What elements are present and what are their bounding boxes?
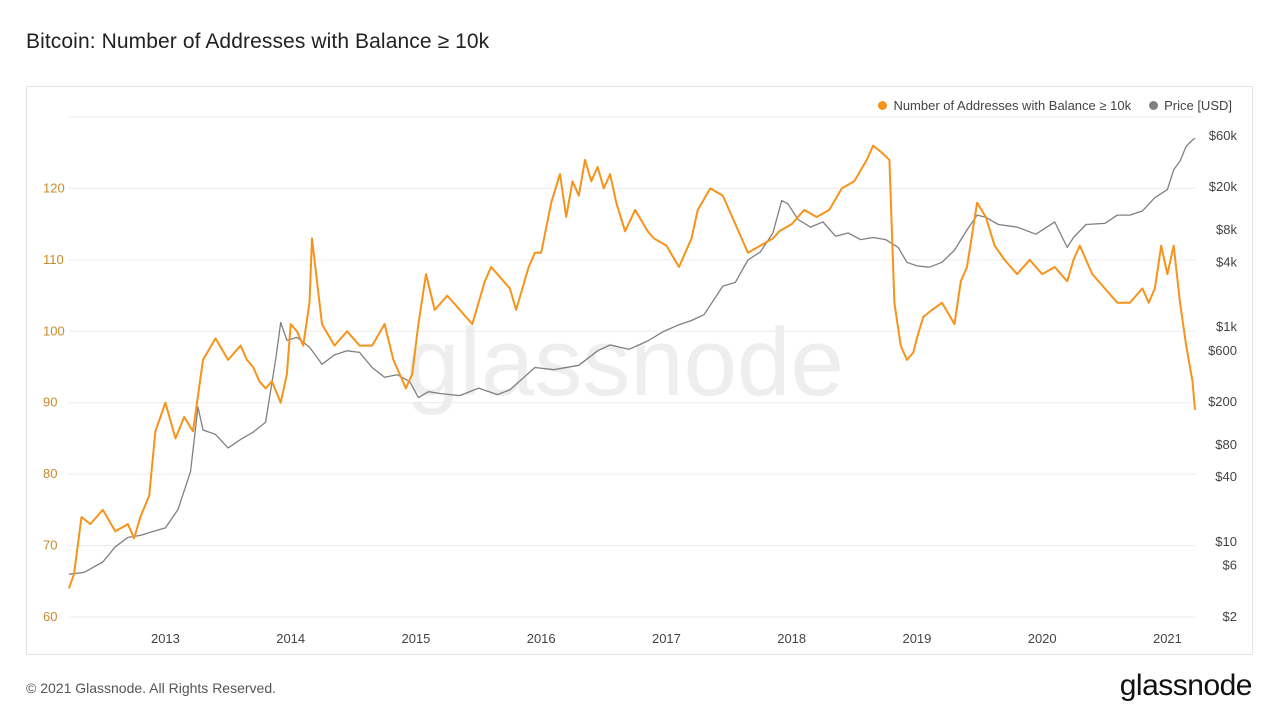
y-right-tick-0: $2 (1223, 609, 1237, 624)
x-tick-2021: 2021 (1153, 631, 1182, 646)
y-right-tick-5: $200 (1208, 394, 1237, 409)
legend-swatch-addresses (878, 101, 888, 110)
y-left-tick-100: 100 (43, 323, 65, 338)
y-right-tick-6: $600 (1208, 343, 1237, 358)
x-tick-2019: 2019 (902, 631, 931, 646)
y-right-tick-10: $20k (1209, 179, 1238, 194)
x-tick-2017: 2017 (652, 631, 681, 646)
page-title: Bitcoin: Number of Addresses with Balanc… (26, 30, 490, 53)
y-left-tick-60: 60 (43, 609, 57, 624)
watermark-text: glassnode (406, 309, 844, 416)
x-tick-2015: 2015 (401, 631, 430, 646)
y-right-tick-4: $80 (1215, 437, 1237, 452)
y-right-tick-11: $60k (1209, 128, 1238, 143)
y-right-tick-7: $1k (1216, 319, 1237, 334)
price-series-line[interactable] (68, 137, 1196, 575)
x-tick-2016: 2016 (527, 631, 556, 646)
chart-canvas[interactable]: glassnode 60 70 80 90 100 110 120 $2 $6 $10 $40 $80 $… (27, 87, 1254, 656)
y-left-tick-70: 70 (43, 538, 57, 553)
chart-legend: Number of Addresses with Balance ≥ 10k P… (878, 98, 1232, 113)
legend-label-addresses: Number of Addresses with Balance ≥ 10k (893, 98, 1132, 113)
y-right-tick-3: $40 (1215, 469, 1237, 484)
y-left-tick-90: 90 (43, 395, 57, 410)
y-right-tick-9: $8k (1216, 222, 1237, 237)
chart-panel: glassnode 60 70 80 90 100 110 120 $2 $6 $10 $40 $80 $… (26, 86, 1253, 655)
y-left-tick-80: 80 (43, 466, 57, 481)
legend-label-price: Price [USD] (1164, 98, 1232, 113)
glassnode-logo[interactable]: glassnode (1119, 669, 1253, 702)
x-tick-2014: 2014 (276, 631, 305, 646)
y-left-tick-110: 110 (43, 252, 64, 267)
y-right-tick-2: $10 (1215, 534, 1237, 549)
legend-item-price[interactable]: Price [USD] (1149, 98, 1232, 113)
x-tick-2013: 2013 (151, 631, 180, 646)
addresses-series-line[interactable] (68, 144, 1196, 589)
y-left-tick-120: 120 (43, 180, 65, 195)
y-right-tick-1: $6 (1223, 558, 1237, 573)
legend-item-addresses[interactable]: Number of Addresses with Balance ≥ 10k (878, 98, 1131, 113)
x-tick-2018: 2018 (777, 631, 806, 646)
y-right-tick-8: $4k (1216, 254, 1237, 269)
x-tick-2020: 2020 (1028, 631, 1057, 646)
legend-swatch-price (1149, 101, 1159, 110)
copyright-text: © 2021 Glassnode. All Rights Reserved. (26, 680, 277, 696)
